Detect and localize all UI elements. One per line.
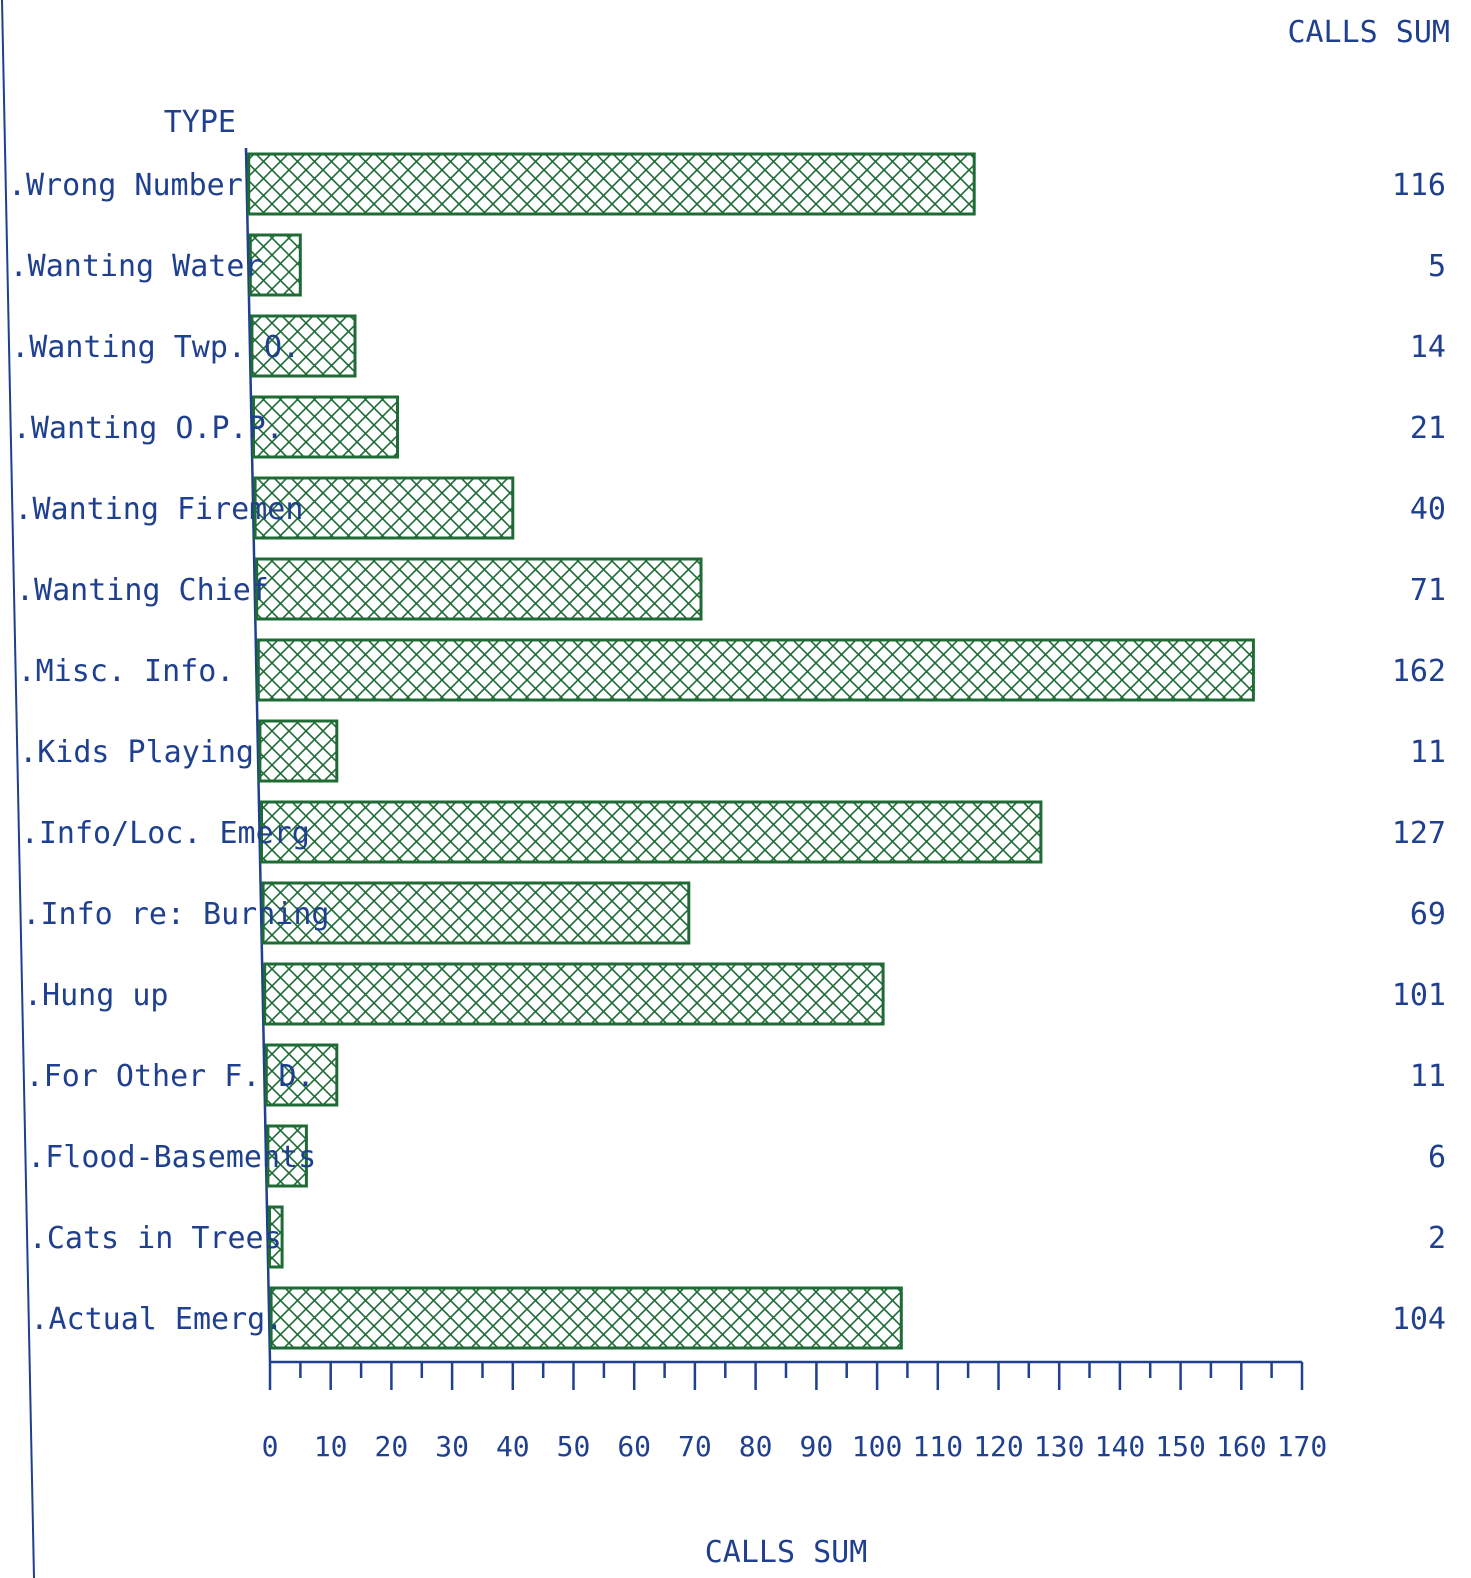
category-labels: .Wrong Number .Wanting Water .Wanting Twp.… [8, 168, 329, 1337]
value-label: 71 [1410, 573, 1446, 608]
bar [255, 557, 703, 621]
category-label: .For Other F. D. [26, 1059, 315, 1094]
tick-label: 30 [435, 1430, 469, 1463]
x-axis-label: CALLS SUM [705, 1535, 868, 1570]
bar [263, 962, 885, 1026]
value-column-header: CALLS SUM [1287, 15, 1450, 50]
value-label: 6 [1428, 1140, 1446, 1175]
category-label: .Hung up [24, 978, 169, 1013]
category-label: .Flood-Basements [27, 1140, 316, 1175]
category-label: .Cats in Trees [29, 1221, 282, 1256]
value-label: 101 [1392, 978, 1446, 1013]
tick-label: 160 [1216, 1430, 1267, 1463]
tick-label: 20 [375, 1430, 409, 1463]
bar [260, 800, 1043, 864]
value-label: 116 [1392, 168, 1446, 203]
category-label: .Info re: Burning [22, 897, 329, 932]
value-label: 162 [1392, 654, 1446, 689]
value-label: 69 [1410, 897, 1446, 932]
bars [247, 152, 1255, 1350]
category-label: .Wanting Chief [16, 573, 269, 608]
value-label: 127 [1392, 816, 1446, 851]
category-label: .Wanting Water [10, 249, 263, 284]
tick-label: 170 [1277, 1430, 1328, 1463]
bar [258, 719, 339, 783]
value-label: 21 [1410, 411, 1446, 446]
value-label: 11 [1410, 1059, 1446, 1094]
category-label: .Info/Loc. Emerg [21, 816, 310, 851]
bar [264, 1043, 339, 1107]
category-label: .Wanting O.P.P. [13, 411, 284, 446]
tick-label: 120 [973, 1430, 1024, 1463]
bar [250, 314, 357, 378]
category-axis [244, 147, 272, 1363]
value-label: 5 [1428, 249, 1446, 284]
tick-label: 0 [262, 1430, 279, 1463]
tick-label: 150 [1155, 1430, 1206, 1463]
category-label: .Misc. Info. [18, 654, 235, 689]
tick-label: 90 [800, 1430, 834, 1463]
tick-label: 50 [557, 1430, 591, 1463]
bar [252, 395, 399, 459]
category-label: .Wanting Twp. O. [11, 330, 300, 365]
category-label: .Actual Emerg. [30, 1302, 283, 1337]
category-label: .Wrong Number [8, 168, 243, 203]
tick-label: 100 [852, 1430, 903, 1463]
tick-label: 10 [314, 1430, 348, 1463]
value-label: 104 [1392, 1302, 1446, 1337]
bar [253, 476, 515, 540]
tick-label: 130 [1034, 1430, 1085, 1463]
value-label: 14 [1410, 330, 1446, 365]
bar [247, 152, 976, 216]
bar [268, 1205, 284, 1269]
category-column-header: TYPE [164, 105, 236, 140]
category-label: .Kids Playing [19, 735, 254, 770]
tick-label: 40 [496, 1430, 530, 1463]
tick-label: 80 [739, 1430, 773, 1463]
bar [256, 638, 1255, 702]
tick-label: 110 [913, 1430, 964, 1463]
tick-label: 140 [1095, 1430, 1146, 1463]
page-left-border [1, 0, 35, 1578]
bar [269, 1286, 903, 1350]
value-label: 40 [1410, 492, 1446, 527]
bar [266, 1124, 308, 1188]
bar [261, 881, 691, 945]
value-label: 11 [1410, 735, 1446, 770]
value-axis-ticks: 0 10 20 30 40 50 60 70 80 90 100 110 120 130 140 150 160… [262, 1362, 1328, 1463]
tick-label: 70 [678, 1430, 712, 1463]
bar [248, 233, 302, 297]
value-label: 2 [1428, 1221, 1446, 1256]
tick-label: 60 [617, 1430, 651, 1463]
category-label: .Wanting Firemen [14, 492, 303, 527]
